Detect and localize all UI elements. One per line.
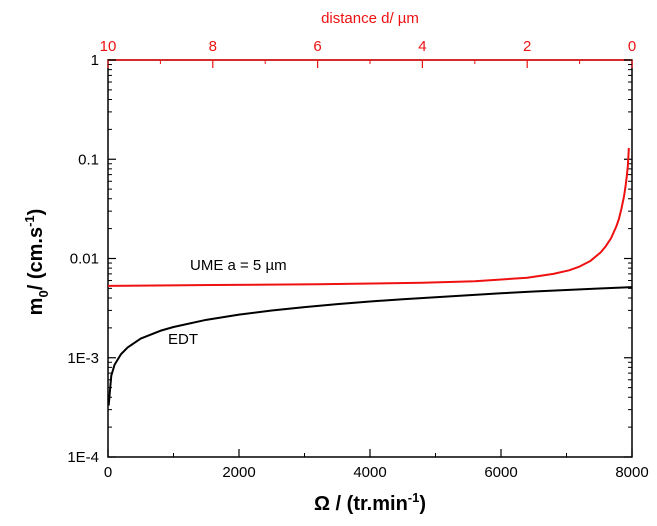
top-tick-label: 4 <box>418 38 426 55</box>
x-tick-label: 0 <box>104 464 112 481</box>
y-axis-title-tail: ) <box>25 209 47 216</box>
top-axis-title: distance d/ µm <box>321 10 419 27</box>
top-tick-label: 8 <box>209 38 217 55</box>
x-tick-label: 2000 <box>222 464 255 481</box>
x-axis-title-sup: -1 <box>408 490 420 505</box>
x-axis-title-main: Ω / (tr.min <box>314 493 408 515</box>
ume-series-line <box>107 147 630 287</box>
y-tick-label: 0.1 <box>78 151 99 168</box>
y-axis-title-mid: / (cm.s <box>25 227 47 290</box>
ume-series-label: UME a = 5 µm <box>190 257 287 274</box>
x-tick-label: 6000 <box>484 464 517 481</box>
x-axis-title-tail: ) <box>419 493 426 515</box>
y-axis-title-sup: -1 <box>22 215 37 227</box>
x-tick-label: 4000 <box>353 464 386 481</box>
ticks-layer: 0 2000 4000 6000 8000 10 8 6 4 2 0 1E-4 1E-3 0.01 0.1 1 <box>67 38 648 481</box>
y-axis-title: m0/ (cm.s-1) <box>22 209 51 316</box>
y-tick-label: 1E-3 <box>67 350 99 367</box>
y-tick-label: 0.01 <box>70 251 99 268</box>
top-tick-label: 2 <box>523 38 531 55</box>
plot-frame <box>107 59 633 458</box>
top-tick-label: 10 <box>100 38 117 55</box>
y-axis-title-sub: 0 <box>36 290 51 297</box>
top-tick-label: 0 <box>628 38 636 55</box>
series-layer <box>107 147 633 406</box>
y-axis-title-main: m <box>25 298 47 316</box>
top-tick-label: 6 <box>313 38 321 55</box>
x-tick-label: 8000 <box>615 464 648 481</box>
y-tick-label: 1E-4 <box>67 449 99 466</box>
x-axis-title: Ω / (tr.min-1) <box>314 490 426 515</box>
y-tick-label: 1 <box>91 52 99 69</box>
edt-series-label: EDT <box>168 331 198 348</box>
edt-series-line <box>107 286 633 406</box>
